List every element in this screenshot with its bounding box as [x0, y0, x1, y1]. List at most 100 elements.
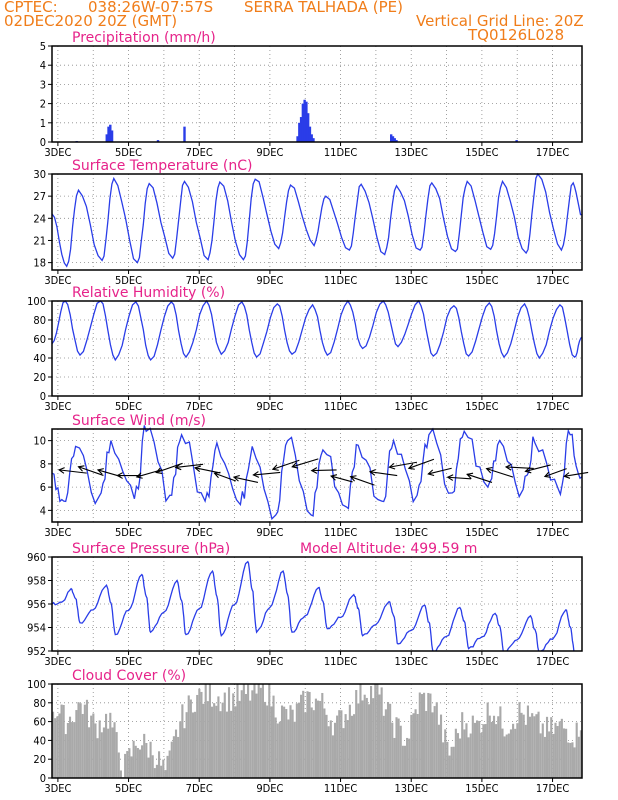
y-tick-label: 24: [33, 212, 46, 225]
cloud-bar: [141, 745, 144, 778]
wind-arrow-shaft: [233, 476, 259, 483]
cloud-bar: [507, 733, 510, 778]
x-tick-label: 13DEC: [395, 274, 428, 287]
wind-arrow-shaft: [525, 464, 551, 472]
wind-arrow-head: [368, 469, 376, 476]
wind-arrow-shaft: [175, 463, 204, 468]
wind-arrow-head: [446, 474, 454, 481]
cloud-bar: [100, 732, 103, 778]
cloud-bar: [149, 741, 152, 778]
y-tick-label: 952: [27, 645, 46, 658]
cloud-bar: [52, 711, 55, 778]
cloud-bar: [526, 705, 529, 778]
x-tick-label: 17DEC: [536, 782, 569, 795]
cloud-bar: [85, 699, 89, 778]
y-tick-label: 4: [40, 504, 46, 517]
cloud-bar: [98, 720, 101, 778]
cloud-bar: [130, 756, 133, 778]
x-tick-label: 15DEC: [465, 655, 498, 668]
cloud-bar: [191, 712, 195, 778]
cloud-bar: [94, 723, 97, 778]
cloud-bar: [403, 745, 407, 778]
y-tick-label: 27: [33, 190, 46, 203]
y-tick-label: 0: [40, 390, 46, 403]
header-run: 02DEC2020 20Z (GMT): [4, 12, 177, 30]
cloud-bar: [83, 704, 86, 778]
cloud-bar: [531, 713, 534, 778]
cloud-bar: [437, 724, 440, 778]
cloud-bar: [579, 730, 582, 778]
cloud-bar: [255, 693, 258, 778]
y-tick-label: 20: [33, 753, 46, 766]
cloud-bar: [524, 724, 527, 778]
cloud-bar: [185, 712, 188, 778]
cloud-bar: [297, 702, 301, 778]
y-tick-label: 2: [40, 98, 46, 111]
cloud-bar: [342, 728, 345, 778]
cloud-bar: [143, 733, 146, 778]
y-tick-label: 1: [40, 117, 46, 130]
cloud-bar: [397, 718, 400, 778]
cloud-bar: [414, 709, 417, 778]
y-tick-label: 18: [33, 257, 46, 270]
wind-arrow-shaft: [311, 469, 337, 472]
cloud-bar: [329, 720, 332, 778]
cloud-bar: [155, 764, 158, 778]
cloud-bar: [429, 693, 432, 778]
cloud-bar: [253, 684, 256, 778]
x-tick-label: 17DEC: [536, 274, 569, 287]
cloud-bar: [435, 702, 438, 778]
cloud-bar: [490, 721, 493, 778]
cloud-bar: [370, 686, 373, 778]
cloud-bar: [562, 728, 566, 778]
wind-arrow-head: [57, 467, 65, 474]
cloud-bar: [251, 690, 254, 778]
cloud-bar: [459, 738, 462, 778]
wind-arrow-head: [543, 471, 551, 478]
x-tick-label: 15DEC: [465, 526, 498, 539]
panel-frame: [51, 173, 583, 271]
cloud-bar: [473, 722, 476, 778]
x-tick-label: 5DEC: [115, 146, 142, 159]
cloud-bar: [128, 748, 131, 778]
cloud-bar: [376, 684, 379, 778]
cloud-bar: [221, 702, 224, 778]
wind-arrow-head: [310, 467, 318, 474]
wind-arrow-head: [213, 471, 221, 479]
cloud-bar: [573, 747, 576, 778]
cloud-bar: [196, 694, 199, 778]
cloud-bar: [60, 704, 63, 778]
cloud-bar: [323, 708, 326, 778]
cloud-bar: [77, 702, 80, 778]
cloud-bar: [268, 684, 271, 778]
cloud-bar: [512, 723, 515, 778]
chart-panels: 0 1 2 3 4 5 3DEC 5DEC 7DEC 9DEC 11DEC 13DEC 15DEC 17D…: [27, 30, 589, 795]
precip-bar: [395, 140, 398, 142]
x-tick-label: 17DEC: [536, 526, 569, 539]
cloud-bar: [361, 700, 364, 778]
wind-arrow-head: [485, 466, 493, 474]
humidity-line: [51, 299, 583, 362]
x-tick-label: 13DEC: [395, 400, 428, 413]
x-tick-label: 17DEC: [536, 655, 569, 668]
panel-title: Surface Wind (m/s): [72, 413, 206, 429]
x-tick-label: 7DEC: [186, 274, 213, 287]
cloud-bar: [295, 703, 298, 778]
cloud-bar: [545, 716, 549, 778]
precip-bar: [299, 117, 303, 142]
cloud-bar: [115, 732, 118, 778]
cloud-bar: [183, 728, 186, 778]
panel-title: Relative Humidity (%): [72, 285, 225, 301]
cloud-bar: [79, 703, 82, 778]
x-tick-label: 9DEC: [256, 274, 283, 287]
wind-arrow-head: [563, 472, 571, 479]
wind-arrow-shaft: [272, 459, 300, 470]
cloud-bar: [565, 728, 568, 778]
cloud-bar: [232, 693, 235, 778]
y-tick-label: 954: [27, 622, 46, 635]
y-tick-label: 10: [33, 435, 46, 448]
precip-bar: [308, 126, 312, 142]
x-tick-label: 7DEC: [186, 782, 213, 795]
cloud-bar: [109, 712, 112, 778]
cloud-bar: [550, 717, 553, 778]
